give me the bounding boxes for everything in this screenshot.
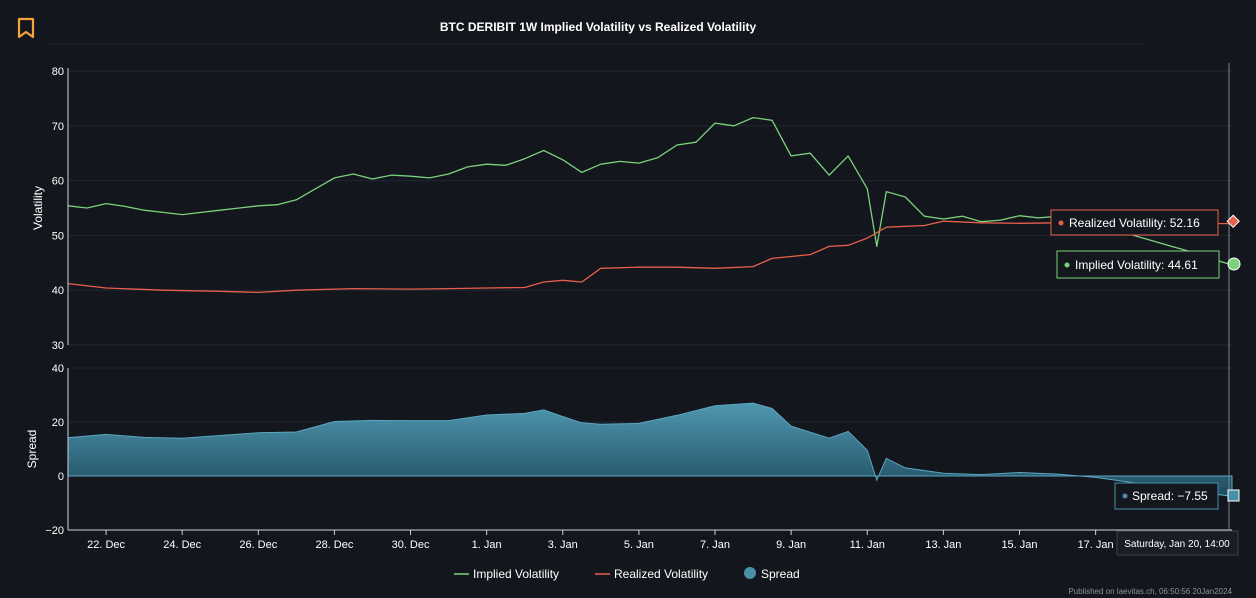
- y-tick-label: 30: [52, 340, 64, 352]
- x-axis-ticks: 22. Dec 24. Dec 26. Dec 28. Dec 30. Dec 1. Ja…: [87, 530, 1114, 551]
- legend-label-realized: Realized Volatility: [614, 567, 708, 581]
- y-axis-label-spread: Spread: [25, 430, 39, 469]
- x-tick-label: 28. Dec: [315, 539, 353, 551]
- x-tick-label: 17. Jan: [1078, 539, 1114, 551]
- y-tick-label: 20: [52, 417, 64, 429]
- x-tick-label: 7. Jan: [700, 539, 730, 551]
- realized-marker: [1226, 214, 1240, 228]
- x-tick-label: 15. Jan: [1001, 539, 1037, 551]
- axes-layer: [67, 68, 1232, 531]
- x-tick-label: 30. Dec: [392, 539, 430, 551]
- legend-label-implied: Implied Volatility: [473, 567, 559, 581]
- y-tick-label: 80: [52, 66, 64, 78]
- x-tick-label: 9. Jan: [776, 539, 806, 551]
- tooltip-implied: Implied Volatility: 44.61: [1056, 250, 1220, 279]
- y-tick-label: 40: [52, 363, 64, 375]
- hover-markers: [1226, 214, 1241, 502]
- legend-item-implied[interactable]: Implied Volatility: [454, 567, 559, 581]
- legend-item-spread[interactable]: Spread: [744, 567, 800, 581]
- y-tick-label: 50: [52, 230, 64, 242]
- bookmark-icon[interactable]: [14, 16, 38, 40]
- tooltip-spread-text: Spread: −7.55: [1132, 489, 1208, 503]
- chart-title: BTC DERIBIT 1W Implied Volatility vs Rea…: [440, 20, 757, 34]
- published-footer: Published on laevitas.ch, 06:50:56 20Jan…: [1068, 587, 1232, 596]
- volatility-lines-layer: [67, 116, 1233, 294]
- y-tick-label: 60: [52, 176, 64, 188]
- x-tick-label: 5. Jan: [624, 539, 654, 551]
- x-tick-label: 11. Jan: [850, 539, 885, 551]
- y-tick-label: 40: [52, 285, 64, 297]
- x-tick-label: 22. Dec: [87, 539, 125, 551]
- y-tick-label: 70: [52, 121, 64, 133]
- volatility-grid: 80 70 60 50 40 30: [52, 66, 1232, 352]
- tooltip-realized: Realized Volatility: 52.16: [1050, 209, 1219, 236]
- x-tick-label: 13. Jan: [925, 539, 961, 551]
- tooltip-spread: Spread: −7.55: [1114, 482, 1219, 510]
- x-tick-label: 24. Dec: [163, 539, 201, 551]
- implied-marker: [1227, 257, 1241, 271]
- spread-area-layer: [67, 402, 1233, 497]
- spread-marker: [1227, 489, 1240, 502]
- y-axis-label-volatility: Volatility: [31, 186, 45, 230]
- tooltip-date: Saturday, Jan 20, 14:00: [1116, 530, 1239, 556]
- legend-label-spread: Spread: [761, 567, 800, 581]
- x-tick-label: 26. Dec: [239, 539, 277, 551]
- spread-area: [67, 402, 1233, 497]
- x-tick-label: 3. Jan: [548, 539, 578, 551]
- tooltip-implied-text: Implied Volatility: 44.61: [1075, 258, 1198, 272]
- x-tick-label: 1. Jan: [472, 539, 502, 551]
- tooltip-date-text: Saturday, Jan 20, 14:00: [1124, 539, 1230, 550]
- realized-volatility-line: [67, 220, 1233, 294]
- y-tick-label: 0: [58, 471, 64, 483]
- tooltip-realized-text: Realized Volatility: 52.16: [1069, 216, 1200, 230]
- implied-volatility-line: [67, 116, 1233, 266]
- legend-item-realized[interactable]: Realized Volatility: [595, 567, 708, 581]
- chart-legend: Implied Volatility Realized Volatility S…: [454, 567, 800, 581]
- y-tick-label: −20: [45, 525, 64, 537]
